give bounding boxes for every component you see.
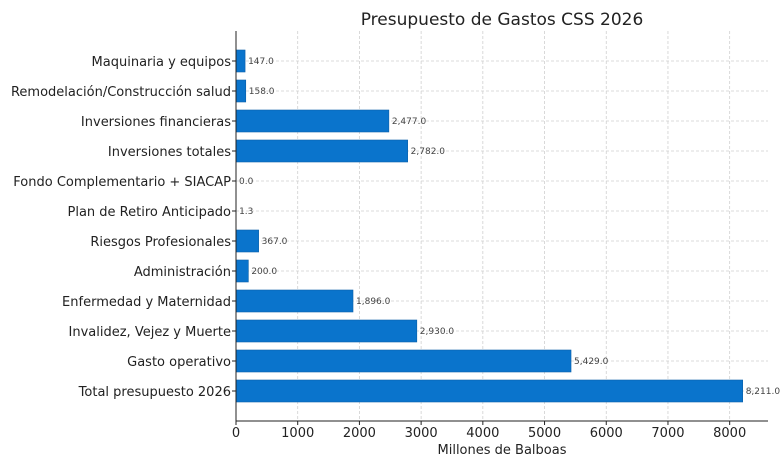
bar <box>235 49 246 73</box>
bar <box>235 379 743 403</box>
bar <box>235 319 418 343</box>
bar <box>235 289 354 313</box>
category-label: Invalidez, Vejez y Muerte <box>69 325 231 340</box>
category-label: Remodelación/Construcción salud <box>11 85 231 100</box>
bar-value-label: 1,896.0 <box>356 297 391 307</box>
x-tick-label: 4000 <box>466 426 499 441</box>
x-tick-label: 6000 <box>590 426 623 441</box>
bar <box>235 259 249 283</box>
bar-value-label: 5,429.0 <box>574 357 609 367</box>
category-label: Plan de Retiro Anticipado <box>68 205 232 220</box>
gridlines <box>235 31 768 421</box>
category-labels: Total presupuesto 2026 Gasto operativo Inv… <box>11 55 231 400</box>
bar-value-label: 2,477.0 <box>392 117 427 127</box>
bar <box>235 349 572 373</box>
category-label: Fondo Complementario + SIACAP <box>13 175 231 190</box>
category-label: Inversiones financieras <box>81 115 231 130</box>
x-axis-label: Millones de Balboas <box>438 443 567 458</box>
bar <box>235 139 408 163</box>
bars: 8,211.0 5,429.0 2,930.0 1,896.0 200.0 367.0 1.… <box>235 49 780 403</box>
category-label: Gasto operativo <box>127 355 231 370</box>
x-tick-label: 7000 <box>651 426 684 441</box>
bar-value-label: 2,782.0 <box>411 147 446 157</box>
bar <box>235 79 247 103</box>
bar-value-label: 200.0 <box>251 267 277 277</box>
x-tick-label: 8000 <box>713 426 746 441</box>
bar-value-label: 0.0 <box>239 177 254 187</box>
x-tick-label: 1000 <box>281 426 314 441</box>
bar-value-label: 158.0 <box>249 87 275 97</box>
x-tick-label: 0 <box>232 426 240 441</box>
bar-value-label: 1.3 <box>239 207 253 217</box>
category-label: Riesgos Profesionales <box>90 235 231 250</box>
bar <box>235 229 259 253</box>
chart-title: Presupuesto de Gastos CSS 2026 <box>361 10 644 30</box>
bar <box>235 109 390 133</box>
category-label: Administración <box>134 265 231 280</box>
bar-value-label: 367.0 <box>262 237 288 247</box>
x-tick-label: 5000 <box>528 426 561 441</box>
category-label: Total presupuesto 2026 <box>78 385 231 400</box>
category-label: Enfermedad y Maternidad <box>62 295 231 310</box>
x-tick-label: 3000 <box>405 426 438 441</box>
bar-value-label: 147.0 <box>248 57 274 67</box>
x-tick-label: 2000 <box>343 426 376 441</box>
bar-value-label: 8,211.0 <box>746 387 780 397</box>
category-label: Maquinaria y equipos <box>92 55 232 70</box>
category-label: Inversiones totales <box>108 145 231 160</box>
bar-value-label: 2,930.0 <box>420 327 455 337</box>
x-ticks: 0 1000 2000 3000 4000 5000 6000 7000 8000 <box>232 60 746 441</box>
